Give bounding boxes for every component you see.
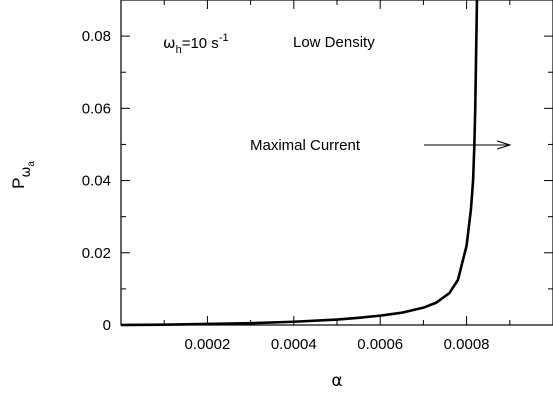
x-tick-label: 0.0008 <box>444 336 490 353</box>
y-tick-label: 0.06 <box>82 100 111 117</box>
x-tick-label: 0.0002 <box>184 336 230 353</box>
y-axis-label: Pωa <box>9 161 37 189</box>
maximal-current-arrow <box>424 141 510 149</box>
maximal-current-annotation: Maximal Current <box>250 137 361 154</box>
y-tick-label: 0.08 <box>82 28 111 45</box>
low-density-annotation: Low Density <box>293 34 375 51</box>
y-tick-label: 0.04 <box>82 173 111 190</box>
x-axis-label: α <box>331 371 342 391</box>
x-tick-label: 0.0004 <box>271 336 317 353</box>
x-tick-label: 0.0006 <box>357 336 403 353</box>
y-tick-label: 0.02 <box>82 245 111 262</box>
svg-text:Pωa: Pωa <box>9 161 37 189</box>
omega-h-annotation: ωh=10 s-1 <box>163 32 229 56</box>
y-tick-label: 0 <box>103 317 111 334</box>
